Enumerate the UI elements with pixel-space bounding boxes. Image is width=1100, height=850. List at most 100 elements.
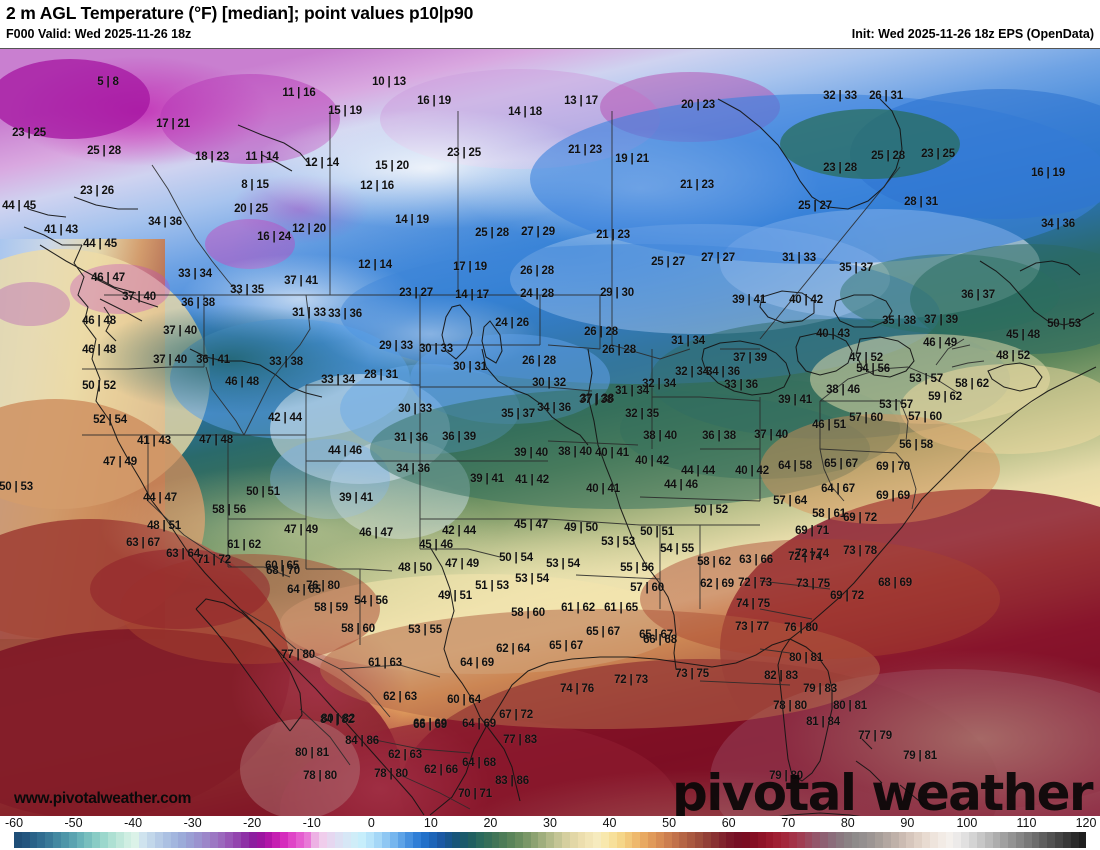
- coastlines: [23, 98, 1097, 816]
- colorbar-swatch: [749, 832, 758, 848]
- colorbar-swatch: [601, 832, 609, 848]
- colorbar-swatch: [820, 832, 829, 848]
- colorbar-swatch: [906, 832, 915, 848]
- init-time-label: Init: Wed 2025-11-26 18z EPS (OpenData): [851, 27, 1094, 41]
- temperature-map[interactable]: 5 | 8 23 | 25 17 | 21 11 | 16 15 | 19 10 | 13…: [0, 48, 1100, 816]
- colorbar-swatch: [358, 832, 367, 848]
- site-url-watermark: www.pivotalweather.com: [14, 790, 192, 807]
- colorbar-swatch: [233, 832, 242, 848]
- colorbar-swatch: [452, 832, 461, 848]
- colorbar-swatch: [327, 832, 335, 848]
- colorbar-swatch: [1062, 832, 1071, 848]
- colorbar-swatch: [914, 832, 923, 848]
- colorbar-swatch: [225, 832, 234, 848]
- political-boundaries: [82, 111, 985, 810]
- colorbar-swatch: [773, 832, 782, 848]
- brand-watermark: pivotal weather: [672, 764, 1094, 816]
- colorbar-tick-label: 70: [781, 816, 796, 830]
- colorbar-swatch: [1070, 832, 1079, 848]
- colorbar-swatch: [796, 832, 805, 848]
- colorbar-swatch: [898, 832, 907, 848]
- colorbar-swatch: [287, 832, 296, 848]
- colorbar-swatch: [851, 832, 860, 848]
- colorbar-tick-label: 100: [956, 816, 978, 830]
- colorbar-swatch: [695, 832, 703, 848]
- colorbar-swatch: [507, 832, 515, 848]
- colorbar-swatch: [585, 832, 594, 848]
- colorbar-swatch: [671, 832, 680, 848]
- header: 2 m AGL Temperature (°F) [median]; point…: [0, 0, 1100, 48]
- colorbar-swatch: [734, 832, 743, 848]
- colorbar-swatch: [311, 832, 320, 848]
- colorbar-swatch: [976, 832, 985, 848]
- colorbar-swatch: [491, 832, 500, 848]
- colorbar-swatch: [530, 832, 539, 848]
- colorbar-tick-label: -50: [64, 816, 83, 830]
- colorbar-swatch: [389, 832, 398, 848]
- colorbar-swatch: [381, 832, 390, 848]
- colorbar-swatch: [616, 832, 625, 848]
- colorbar-swatch: [374, 832, 382, 848]
- colorbar-tick-label: 60: [721, 816, 736, 830]
- basemap-graphic: [0, 49, 1100, 816]
- colorbar-gradient: [14, 832, 1087, 848]
- colorbar-swatch: [397, 832, 406, 848]
- colorbar-swatch: [60, 832, 69, 848]
- colorbar-swatch: [280, 832, 288, 848]
- colorbar-swatch: [272, 832, 281, 848]
- colorbar-swatch: [1016, 832, 1024, 848]
- colorbar-swatch: [178, 832, 187, 848]
- colorbar-swatch: [350, 832, 359, 848]
- colorbar-swatch: [1039, 832, 1048, 848]
- colorbar-swatch: [538, 832, 547, 848]
- colorbar-swatch: [788, 832, 797, 848]
- colorbar-swatch: [139, 832, 148, 848]
- colorbar-swatch: [648, 832, 656, 848]
- colorbar-swatch: [522, 832, 531, 848]
- colorbar-tick-label: 40: [602, 816, 617, 830]
- colorbar-swatch: [115, 832, 124, 848]
- colorbar-tick-label: 10: [423, 816, 438, 830]
- colorbar-swatch: [194, 832, 202, 848]
- colorbar-swatch: [1031, 832, 1040, 848]
- colorbar-swatch: [366, 832, 375, 848]
- colorbar-swatch: [937, 832, 946, 848]
- colorbar-swatch: [890, 832, 899, 848]
- colorbar-swatch: [515, 832, 523, 848]
- colorbar-swatch: [1023, 832, 1032, 848]
- colorbar-swatch: [14, 832, 22, 848]
- colorbar-swatch: [499, 832, 508, 848]
- colorbar-swatch: [882, 832, 891, 848]
- colorbar-swatch: [640, 832, 649, 848]
- colorbar-swatch: [710, 832, 719, 848]
- colorbar-swatch: [405, 832, 414, 848]
- colorbar-swatch: [460, 832, 469, 848]
- colorbar-swatch: [29, 832, 38, 848]
- colorbar-swatch: [147, 832, 155, 848]
- colorbar-tick-label: 0: [367, 816, 375, 830]
- colorbar-swatch: [248, 832, 257, 848]
- colorbar-swatch: [201, 832, 210, 848]
- colorbar-swatch: [969, 832, 977, 848]
- colorbar-tick-label: -40: [124, 816, 143, 830]
- colorbar-tick-label: 90: [900, 816, 915, 830]
- colorbar[interactable]: -60 -50 -40 -30 -20 -10 0 10 20 30 40 50 60 70 80 90 100…: [0, 816, 1100, 850]
- colorbar-swatch: [436, 832, 445, 848]
- colorbar-swatch: [577, 832, 586, 848]
- colorbar-tick-label: -20: [243, 816, 262, 830]
- colorbar-swatch: [546, 832, 555, 848]
- colorbar-swatch: [37, 832, 46, 848]
- colorbar-tick-label: 50: [662, 816, 677, 830]
- colorbar-swatch: [295, 832, 304, 848]
- colorbar-swatch: [186, 832, 195, 848]
- colorbar-swatch: [554, 832, 562, 848]
- colorbar-swatch: [45, 832, 54, 848]
- colorbar-swatch: [561, 832, 570, 848]
- colorbar-swatch: [53, 832, 61, 848]
- colorbar-swatch: [804, 832, 813, 848]
- colorbar-swatch: [828, 832, 836, 848]
- colorbar-swatch: [21, 832, 30, 848]
- colorbar-swatch: [679, 832, 688, 848]
- colorbar-tick-label: -10: [302, 816, 321, 830]
- colorbar-tick-label: 20: [483, 816, 498, 830]
